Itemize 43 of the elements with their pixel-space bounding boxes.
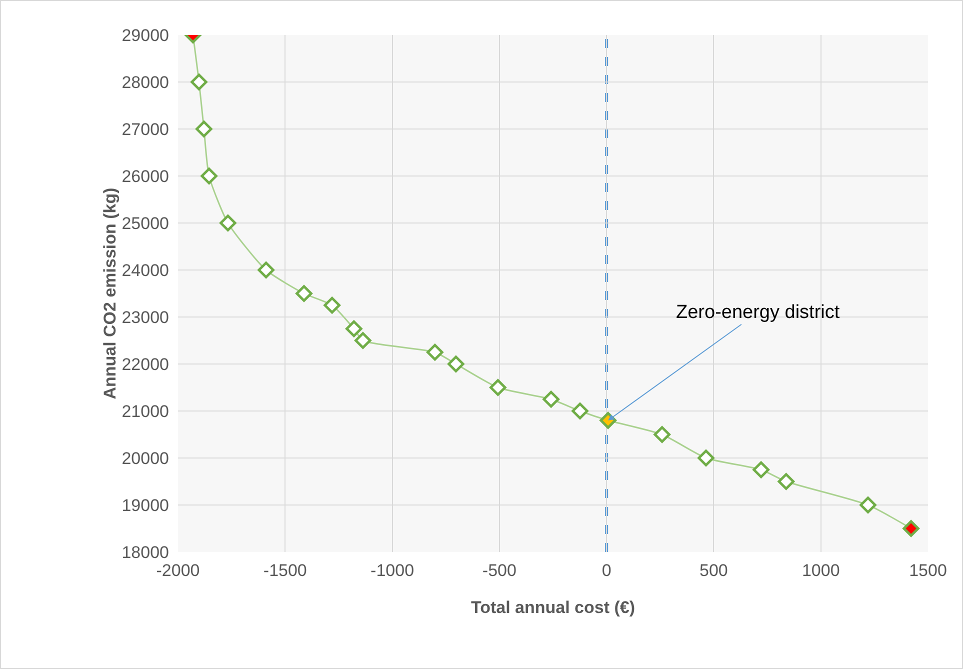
point	[572, 402, 588, 420]
point	[196, 120, 212, 138]
y-tick-label: 20000	[122, 448, 169, 468]
y-tick-label: 18000	[122, 542, 169, 562]
point	[698, 450, 714, 466]
point	[778, 473, 795, 490]
x-tick-label: 1000	[802, 561, 840, 580]
x-tick-label: 1500	[909, 561, 947, 580]
point	[542, 390, 560, 408]
x-tick-label: -500	[482, 561, 516, 580]
point	[258, 262, 274, 278]
point	[752, 461, 770, 478]
y-tick-label: 26000	[122, 166, 169, 186]
point	[346, 320, 362, 338]
annotation: Zero-energy district	[676, 302, 840, 323]
x-tick-label: 500	[700, 561, 728, 580]
y-tick-label: 23000	[122, 308, 169, 327]
y-tick-label: 24000	[122, 260, 169, 280]
point	[220, 214, 236, 232]
y-axis-title: Annual CO2 emission (kg)	[100, 188, 120, 400]
point	[654, 426, 670, 443]
point	[490, 379, 506, 396]
point	[296, 285, 312, 302]
x-tick-label: -1500	[263, 561, 307, 580]
y-tick-label: 22000	[122, 354, 169, 374]
point	[426, 344, 444, 361]
point	[902, 520, 920, 537]
y-tick-label: 19000	[122, 496, 169, 515]
y-tick-label: 27000	[122, 120, 169, 139]
point	[860, 496, 876, 514]
x-tick-label: 0	[602, 561, 612, 580]
y-tick-label: 21000	[122, 402, 169, 421]
y-tick-label: 29000	[122, 26, 169, 45]
x-tick-label: -2000	[156, 561, 200, 580]
y-tick-label: 28000	[122, 72, 169, 92]
point	[448, 356, 464, 372]
point	[200, 168, 218, 184]
y-tick-label: 25000	[122, 214, 169, 233]
point	[354, 332, 372, 349]
x-axis-title: Total annual cost (€)	[470, 598, 636, 617]
point	[190, 74, 208, 90]
x-tick-label: -1000	[370, 561, 414, 580]
point	[324, 296, 340, 314]
